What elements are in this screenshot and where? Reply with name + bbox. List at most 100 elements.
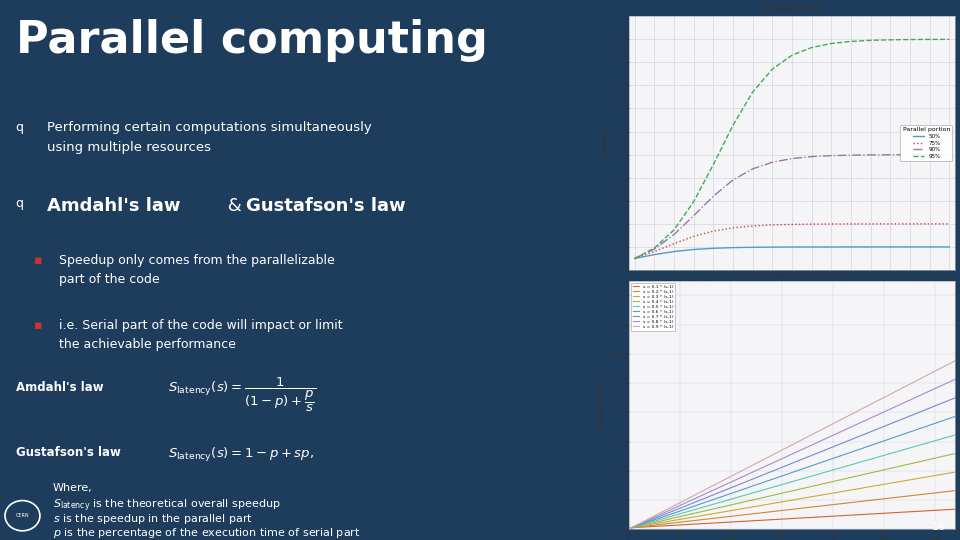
s = 0.9 * (s-1) [899,384,910,390]
90% [924,151,935,158]
75% [629,255,640,262]
75% [944,221,955,227]
s = 0.2 * (s-1) [624,525,636,531]
90% [747,166,758,172]
s = 0.9 * (s-1) [919,373,930,380]
s = 0.8 * (s-1) [823,434,834,441]
Title: Gustafson's Law: $S(T) = P \cdot s + (1-s)$: Gustafson's Law: $S(T) = P \cdot s + (1-… [734,271,850,280]
Text: Speedup only comes from the parallelizable
part of the code: Speedup only comes from the parallelizab… [60,254,335,286]
s = 0.6 * (s-1) [823,457,834,463]
s = 0.5 * (s-1) [817,470,828,476]
s = 0.4 * (s-1) [817,481,828,487]
95% [884,37,896,43]
90% [668,231,680,238]
Legend: 50%, 75%, 90%, 95%: 50%, 75%, 90%, 95% [900,125,952,161]
Text: Gustafson's law: Gustafson's law [247,197,406,215]
s = 0.5 * (s-1) [899,447,910,453]
90% [904,151,916,158]
90% [708,193,719,199]
s = 0.5 * (s-1) [823,468,834,475]
s = 0.7 * (s-1) [623,525,635,532]
75% [884,221,896,227]
s = 0.4 * (s-1) [949,450,960,457]
75% [747,222,758,229]
s = 0.7 * (s-1) [823,446,834,452]
s = 0.8 * (s-1) [899,400,910,406]
s = 0.2 * (s-1) [816,503,828,509]
s = 0.6 * (s-1) [816,459,828,465]
50% [845,244,856,250]
s = 0.7 * (s-1) [817,448,828,454]
Line: s = 0.7 * (s-1): s = 0.7 * (s-1) [629,398,955,529]
s = 0.3 * (s-1) [623,525,635,531]
50% [649,252,660,258]
50% [786,244,798,250]
s = 0.8 * (s-1) [623,525,635,532]
75% [904,221,916,227]
50% [747,244,758,251]
s = 0.3 * (s-1) [949,469,960,475]
Line: s = 0.5 * (s-1): s = 0.5 * (s-1) [629,435,955,529]
Line: s = 0.8 * (s-1): s = 0.8 * (s-1) [629,379,955,529]
s = 0.5 * (s-1) [949,431,960,438]
s = 0.1 * (s-1) [623,525,635,531]
s = 0.2 * (s-1) [817,503,828,509]
s = 0.1 * (s-1) [817,514,828,520]
s = 0.8 * (s-1) [624,525,636,532]
Text: $S_{\mathrm{latency}}$ is the theoretical overall speedup: $S_{\mathrm{latency}}$ is the theoretica… [53,498,280,514]
s = 0.4 * (s-1) [823,480,834,486]
s = 0.8 * (s-1) [817,437,828,443]
Text: Performing certain computations simultaneously
using multiple resources: Performing certain computations simultan… [47,122,372,153]
s = 0.9 * (s-1) [949,357,960,364]
95% [649,245,660,251]
Line: s = 0.4 * (s-1): s = 0.4 * (s-1) [629,454,955,528]
s = 0.1 * (s-1) [949,506,960,512]
50% [884,244,896,250]
Line: 95%: 95% [635,39,949,259]
Text: Gustafson's law: Gustafson's law [15,446,120,458]
s = 0.2 * (s-1) [949,488,960,494]
s = 0.2 * (s-1) [899,493,910,500]
50% [924,244,935,250]
75% [786,221,798,228]
90% [805,153,817,160]
95% [708,161,719,168]
50% [904,244,916,250]
95% [826,40,837,47]
95% [904,36,916,43]
Text: Where,: Where, [53,483,93,494]
s = 0.3 * (s-1) [817,491,828,498]
50% [708,245,719,252]
s = 0.8 * (s-1) [816,437,828,443]
s = 0.3 * (s-1) [823,491,834,497]
s = 0.4 * (s-1) [899,462,910,469]
75% [728,225,739,231]
95% [767,66,779,72]
95% [944,36,955,43]
s = 0.5 * (s-1) [623,525,635,532]
50% [688,246,700,253]
s = 0.1 * (s-1) [823,513,834,519]
90% [767,159,779,165]
s = 0.9 * (s-1) [817,426,828,432]
Line: s = 0.6 * (s-1): s = 0.6 * (s-1) [629,416,955,529]
50% [805,244,817,250]
s = 0.8 * (s-1) [919,390,930,396]
90% [845,152,856,158]
50% [865,244,876,250]
s = 0.4 * (s-1) [624,525,636,531]
s = 0.7 * (s-1) [949,395,960,401]
95% [924,36,935,43]
95% [688,198,700,205]
s = 0.9 * (s-1) [816,426,828,433]
Text: $S_{\mathrm{latency}}(s) = \dfrac{1}{(1-p)+\dfrac{p}{s}}$: $S_{\mathrm{latency}}(s) = \dfrac{1}{(1-… [169,375,317,414]
90% [629,255,640,262]
90% [649,246,660,252]
Text: Amdahl's law: Amdahl's law [47,197,180,215]
75% [668,240,680,247]
75% [805,221,817,227]
s = 0.9 * (s-1) [624,525,636,532]
95% [865,37,876,44]
s = 0.6 * (s-1) [624,525,636,531]
Title: Amdahl's Law: Amdahl's Law [763,5,821,14]
